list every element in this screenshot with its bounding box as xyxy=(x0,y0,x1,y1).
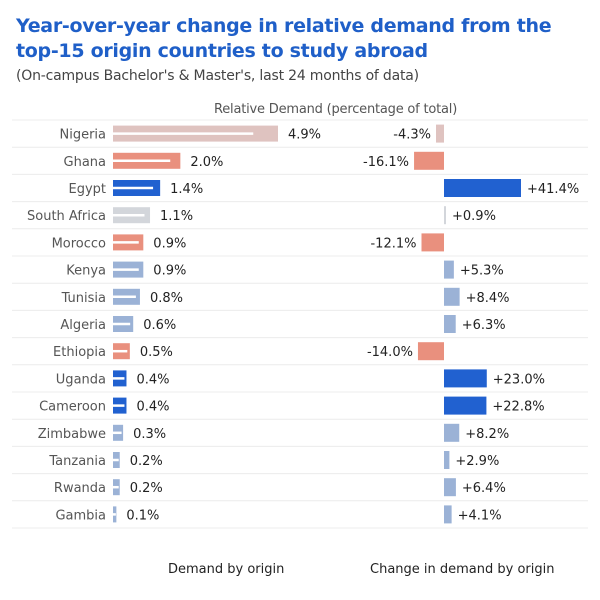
category-label-kenya: Kenya xyxy=(66,264,106,279)
change-value-tanzania: +2.9% xyxy=(455,454,499,469)
change-value-rwanda: +6.4% xyxy=(462,481,506,496)
demand-value-tanzania: 0.2% xyxy=(130,454,163,469)
category-label-tanzania: Tanzania xyxy=(48,454,106,469)
category-label-zimbabwe: Zimbabwe xyxy=(38,427,106,442)
demand-panel: Nigeria 4.9% Ghana 2.0% Egypt 1.4% South Afric… xyxy=(27,125,321,523)
change-bar-morocco xyxy=(421,233,444,252)
change-value-ghana: -16.1% xyxy=(363,155,409,170)
demand-panel-label: Demand by origin xyxy=(168,562,285,577)
row-dividers xyxy=(12,119,588,529)
change-value-ethiopia: -14.0% xyxy=(367,345,413,360)
demand-value-ghana: 2.0% xyxy=(190,155,223,170)
change-value-egypt: +41.4% xyxy=(527,182,579,197)
change-bar-egypt xyxy=(444,179,521,197)
change-bar-gambia xyxy=(444,505,452,524)
demand-value-algeria: 0.6% xyxy=(143,318,176,333)
change-bar-cameroon xyxy=(444,396,487,415)
category-label-tunisia: Tunisia xyxy=(61,291,106,306)
category-label-nigeria: Nigeria xyxy=(59,128,106,143)
change-value-zimbabwe: +8.2% xyxy=(465,427,509,442)
change-value-nigeria: -4.3% xyxy=(393,128,431,143)
change-value-cameroon: +22.8% xyxy=(492,400,544,415)
change-bar-algeria xyxy=(444,315,456,333)
chart-title: Year-over-year change in relative demand… xyxy=(16,15,552,62)
category-label-uganda: Uganda xyxy=(56,372,106,387)
category-label-gambia: Gambia xyxy=(55,508,106,523)
change-bar-nigeria xyxy=(436,124,444,143)
demand-value-ethiopia: 0.5% xyxy=(140,345,173,360)
change-value-algeria: +6.3% xyxy=(462,318,506,333)
category-label-morocco: Morocco xyxy=(52,236,106,251)
demand-value-gambia: 0.1% xyxy=(126,508,159,523)
change-value-morocco: -12.1% xyxy=(370,236,416,251)
demand-value-cameroon: 0.4% xyxy=(136,400,169,415)
change-bar-kenya xyxy=(444,260,454,279)
chart-subtitle: (On-campus Bachelor's & Master's, last 2… xyxy=(16,68,419,84)
change-bar-ghana xyxy=(414,151,444,170)
change-value-south-africa: +0.9% xyxy=(452,209,496,224)
category-label-ethiopia: Ethiopia xyxy=(53,345,106,360)
demand-value-rwanda: 0.2% xyxy=(130,481,163,496)
change-bar-tunisia xyxy=(444,287,460,306)
change-bar-rwanda xyxy=(444,478,456,497)
change-value-kenya: +5.3% xyxy=(460,264,504,279)
change-bar-tanzania xyxy=(444,451,450,469)
change-bar-zimbabwe xyxy=(444,423,460,442)
demand-value-nigeria: 4.9% xyxy=(288,128,321,143)
demand-value-kenya: 0.9% xyxy=(153,264,186,279)
demand-value-tunisia: 0.8% xyxy=(150,291,183,306)
demand-value-uganda: 0.4% xyxy=(136,372,169,387)
demand-value-morocco: 0.9% xyxy=(153,236,186,251)
change-bar-uganda xyxy=(444,369,487,388)
category-label-egypt: Egypt xyxy=(68,182,106,197)
change-value-gambia: +4.1% xyxy=(458,508,502,523)
change-bar-ethiopia xyxy=(417,342,444,361)
demand-value-egypt: 1.4% xyxy=(170,182,203,197)
demand-value-south-africa: 1.1% xyxy=(160,209,193,224)
category-label-cameroon: Cameroon xyxy=(39,400,106,415)
category-label-ghana: Ghana xyxy=(64,155,107,170)
category-label-south-africa: South Africa xyxy=(27,209,106,224)
demand-value-zimbabwe: 0.3% xyxy=(133,427,166,442)
dimension-header: Relative Demand (percentage of total) xyxy=(214,102,458,117)
change-panel: -4.3% -16.1% +41.4% +0.9% -12.1% +5.3% +8.4% +6… xyxy=(363,124,579,524)
change-value-tunisia: +8.4% xyxy=(466,291,510,306)
category-label-algeria: Algeria xyxy=(60,318,106,333)
change-bar-south-africa xyxy=(444,206,446,225)
category-label-rwanda: Rwanda xyxy=(54,481,106,496)
change-panel-label: Change in demand by origin xyxy=(370,562,555,577)
change-value-uganda: +23.0% xyxy=(493,372,545,387)
